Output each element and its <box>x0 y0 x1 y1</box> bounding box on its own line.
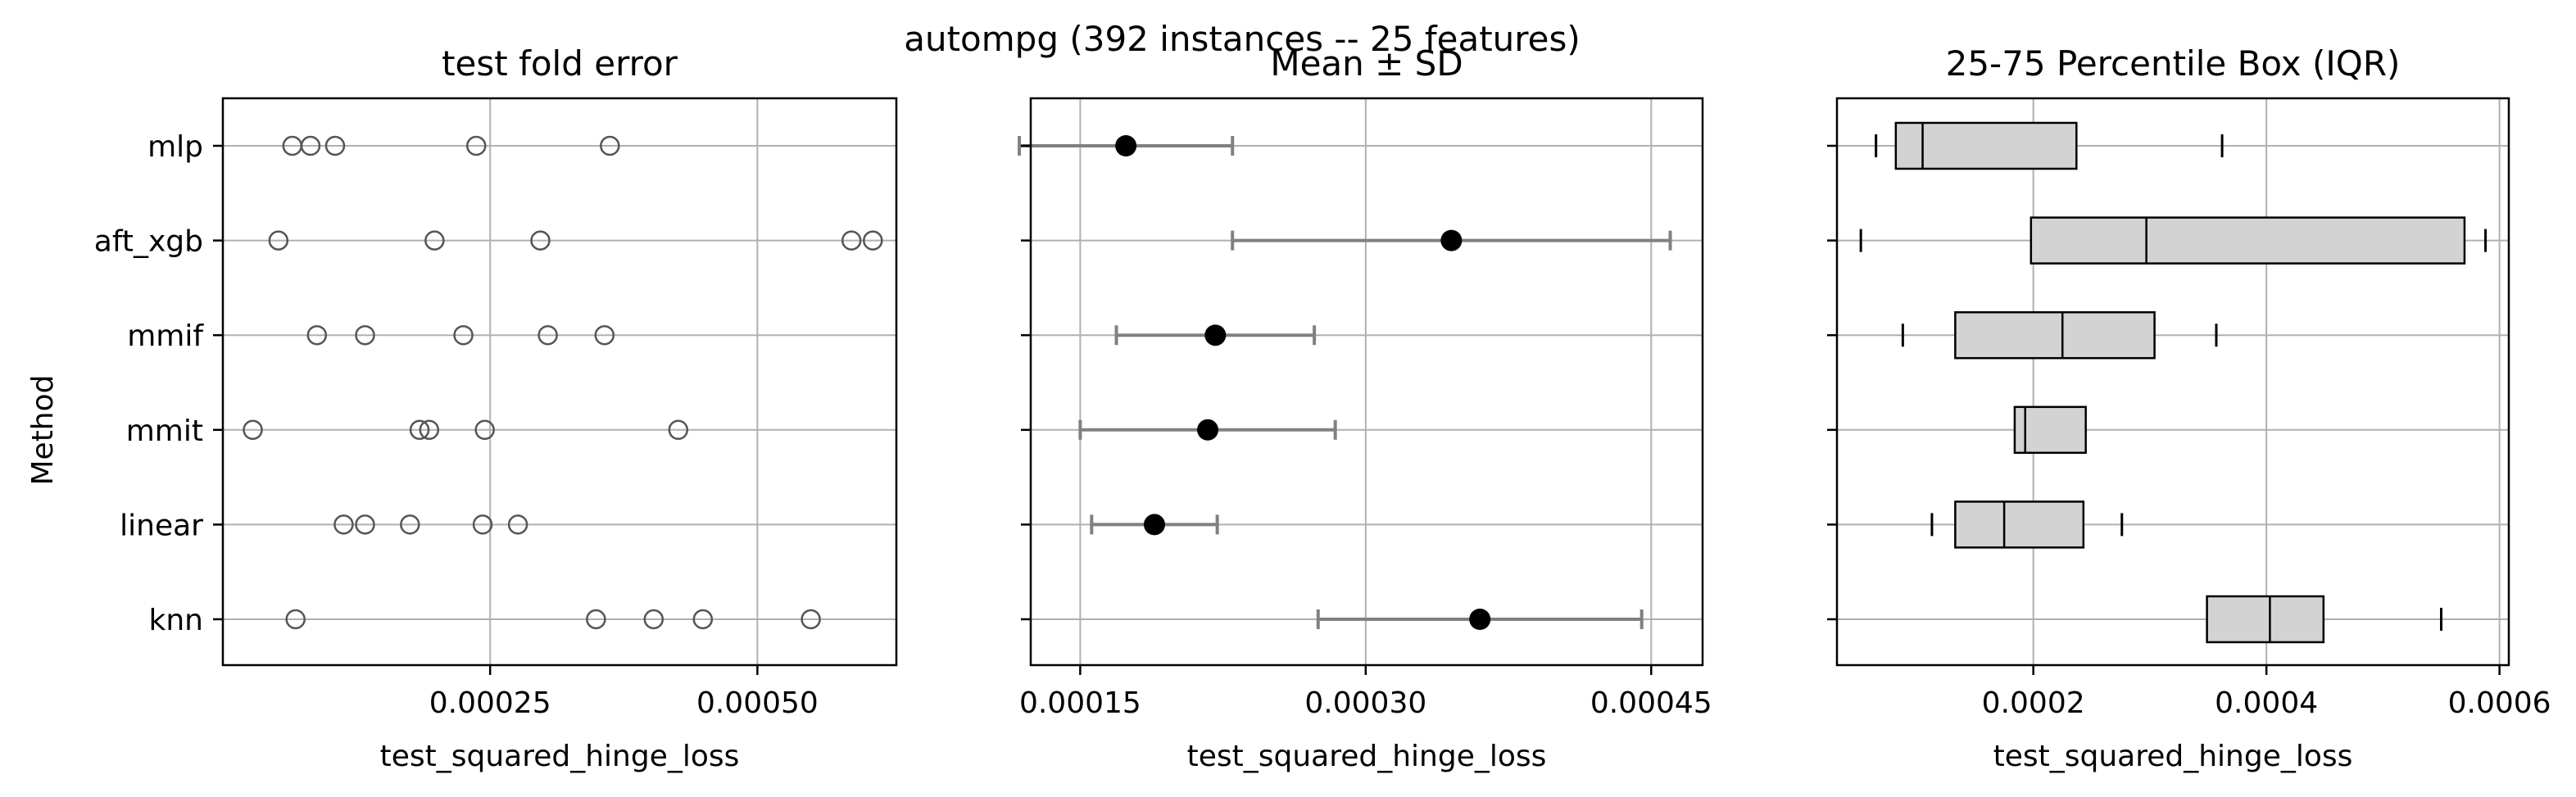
marks <box>243 135 883 630</box>
point-mmif <box>537 324 558 346</box>
point-knn <box>586 609 606 630</box>
x-tick-label: 0.0006 <box>2448 686 2551 720</box>
mean-point-mmit <box>1197 419 1219 441</box>
plot-frame <box>1835 97 2510 667</box>
y-tick-label-mmit: mmit <box>126 414 203 448</box>
box-aft_xgb <box>2030 216 2466 265</box>
mean-point-knn <box>1469 609 1491 630</box>
plot-frame <box>1029 97 1704 667</box>
mean-point-mmif <box>1204 324 1227 346</box>
panel-title: Mean ± SD <box>1270 43 1463 84</box>
y-tick-label-aft_xgb: aft_xgb <box>94 225 203 259</box>
y-tick-label-mmif: mmif <box>127 319 204 353</box>
x-tick-label: 0.00050 <box>696 686 819 720</box>
point-mlp <box>600 135 620 156</box>
point-linear <box>507 514 528 535</box>
mean-point-mlp <box>1115 135 1137 156</box>
point-aft_xgb <box>530 230 551 251</box>
panel-title: 25-75 Percentile Box (IQR) <box>1946 43 2401 84</box>
point-linear <box>355 514 375 535</box>
point-mmit <box>419 419 440 441</box>
point-mlp <box>465 135 487 156</box>
panel-iqr-box: 25-75 Percentile Box (IQR) test_squared_… <box>1827 43 2551 773</box>
point-knn <box>643 609 664 630</box>
y-tick-label-mlp: mlp <box>147 130 203 164</box>
y-axis-label: Method <box>26 374 60 485</box>
point-knn <box>800 609 821 630</box>
ticks: 0.0002 0.0004 0.0006 <box>1827 144 2551 720</box>
point-knn <box>692 609 714 630</box>
point-linear <box>333 514 354 535</box>
box-knn <box>2206 595 2325 644</box>
figure-suptitle: autompg (392 instances -- 25 features) <box>904 19 1581 59</box>
gridlines <box>223 98 896 665</box>
mean-point-aft_xgb <box>1440 229 1463 251</box>
x-tick-label: 0.0004 <box>2215 686 2318 720</box>
point-knn <box>285 609 306 630</box>
box-mmif <box>1954 310 2156 360</box>
x-tick-label: 0.00030 <box>1304 686 1426 720</box>
box-linear <box>1954 500 2085 549</box>
marks <box>1018 135 1672 630</box>
box-mlp <box>1894 121 2078 170</box>
point-mlp <box>324 135 346 156</box>
point-mmit <box>474 419 495 441</box>
gridlines <box>1837 98 2509 665</box>
panel-test-fold-error: test fold error test_squared_hinge_loss … <box>94 43 898 773</box>
point-mmif <box>306 324 328 346</box>
point-linear <box>400 514 420 535</box>
x-axis-label: test_squared_hinge_loss <box>1993 740 2353 773</box>
x-tick-label: 0.00045 <box>1590 686 1712 720</box>
plot-frame <box>221 97 898 667</box>
panel-title: test fold error <box>442 43 678 84</box>
point-mmit <box>668 419 689 441</box>
x-tick-label: 0.0002 <box>1982 686 2085 720</box>
gridlines <box>1031 98 1703 665</box>
point-mlp <box>300 135 321 156</box>
point-aft_xgb <box>268 230 289 251</box>
point-mmif <box>594 324 615 346</box>
point-mmit <box>409 419 430 441</box>
x-axis-label: test_squared_hinge_loss <box>380 740 740 773</box>
point-aft_xgb <box>424 230 445 251</box>
point-aft_xgb <box>863 230 883 251</box>
box-mmit <box>2013 405 2087 455</box>
x-tick-label: 0.00025 <box>429 686 551 720</box>
point-mmif <box>453 324 474 346</box>
point-mmif <box>355 324 375 346</box>
panel-mean-sd: Mean ± SD test_squared_hinge_loss 0.0001… <box>1018 43 1712 773</box>
x-tick-label: 0.00015 <box>1019 686 1141 720</box>
y-tick-label-linear: linear <box>120 509 203 542</box>
x-axis-label: test_squared_hinge_loss <box>1187 740 1547 773</box>
point-linear <box>472 514 493 535</box>
mean-point-linear <box>1143 514 1165 536</box>
marks <box>1859 121 2488 644</box>
point-mmit <box>243 419 263 441</box>
ticks: 0.00015 0.00030 0.00045 <box>1019 144 1712 720</box>
point-aft_xgb <box>841 230 862 251</box>
y-tick-label-knn: knn <box>149 604 203 637</box>
